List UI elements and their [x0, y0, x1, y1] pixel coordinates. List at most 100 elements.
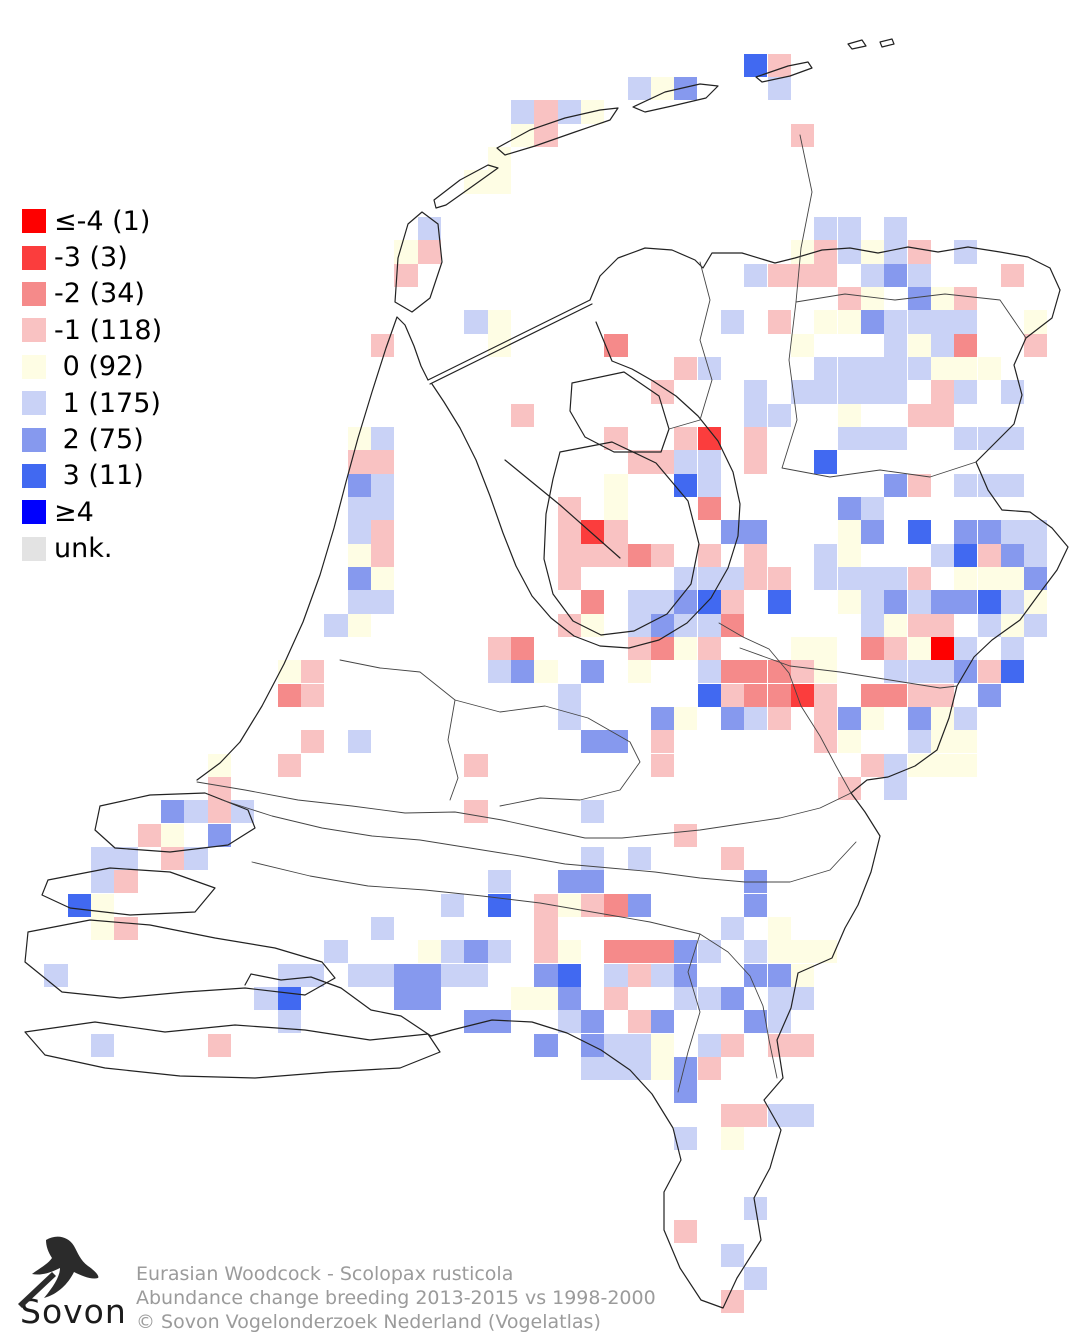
grid-cell: [907, 566, 931, 591]
grid-cell: [884, 776, 908, 801]
grid-cell: [674, 706, 698, 731]
grid-cell: [557, 940, 581, 964]
grid-cell: [907, 753, 931, 777]
grid-cell: [580, 730, 605, 754]
grid-cell: [954, 520, 978, 544]
grid-cell: [790, 333, 815, 357]
grid-cell: [1000, 543, 1025, 567]
grid-cell: [347, 520, 371, 544]
grid-cell: [1024, 543, 1048, 567]
grid-cell: [301, 683, 325, 707]
grid-cell: [860, 240, 885, 264]
grid-cell: [907, 613, 931, 637]
grid-cell: [91, 846, 115, 871]
grid-cell: [370, 333, 395, 357]
grid-cell: [977, 566, 1001, 591]
grid-cell: [907, 706, 931, 731]
grid-cell: [487, 870, 511, 894]
grid-cell: [557, 706, 581, 731]
grid-cell: [744, 963, 768, 987]
grid-cell: [394, 240, 418, 264]
grid-cell: [114, 870, 138, 894]
swallow-icon: [32, 1236, 99, 1298]
grid-cell: [884, 310, 908, 334]
grid-cell: [370, 566, 395, 591]
grid-cell: [814, 683, 838, 707]
grid-cell: [674, 1080, 698, 1104]
grid-cell: [394, 986, 418, 1011]
grid-cell: [697, 660, 721, 684]
grid-cell: [347, 543, 371, 567]
legend-label: ≤-4 (1): [54, 205, 151, 237]
grid-cell: [557, 543, 581, 567]
grid-cell: [954, 660, 978, 684]
grid-cell: [184, 800, 208, 824]
grid-cell: [1024, 613, 1048, 637]
grid-cell: [860, 520, 885, 544]
grid-cell: [837, 543, 861, 567]
grid-cell: [254, 986, 278, 1011]
grid-cell: [790, 380, 815, 404]
grid-cell: [1024, 520, 1048, 544]
grid-cell: [627, 893, 651, 917]
grid-cell: [744, 706, 768, 731]
grid-cell: [627, 846, 651, 871]
grid-cell: [277, 963, 301, 987]
grid-cell: [557, 613, 581, 637]
grid-cell: [650, 77, 675, 101]
grid-cell: [207, 753, 231, 777]
grid-cell: [1024, 590, 1048, 614]
grid-cell: [557, 893, 581, 917]
grid-cell: [977, 356, 1001, 381]
grid-cell: [604, 986, 628, 1011]
grid-cell: [1000, 660, 1025, 684]
grid-cell: [580, 660, 605, 684]
grid-cell: [977, 473, 1001, 497]
grid-cell: [161, 823, 185, 847]
grid-cell: [627, 1010, 651, 1034]
grid-cell: [627, 636, 651, 661]
grid-cell: [884, 566, 908, 591]
grid-cell: [67, 893, 91, 917]
grid-cell: [814, 380, 838, 404]
grid-cell: [790, 636, 815, 661]
grid-cell: [884, 240, 908, 264]
grid-cell: [977, 543, 1001, 567]
grid-cell: [1000, 263, 1025, 287]
grid-cell: [464, 1010, 488, 1034]
grid-cell: [464, 310, 488, 334]
map-caption: Eurasian Woodcock - Scolopax rusticola A…: [136, 1262, 656, 1334]
grid-cell: [790, 660, 815, 684]
grid-cell: [440, 893, 465, 917]
grid-cell: [930, 287, 955, 311]
grid-cell: [347, 613, 371, 637]
grid-cell: [627, 543, 651, 567]
grid-cell: [1000, 520, 1025, 544]
grid-cell: [370, 496, 395, 521]
grid-cell: [650, 636, 675, 661]
grid-cell: [954, 636, 978, 661]
grid-cell: [1000, 566, 1025, 591]
grid-cell: [930, 636, 955, 661]
grid-cell: [557, 870, 581, 894]
grid-cell: [604, 1056, 628, 1081]
grid-cell: [557, 100, 581, 124]
grid-cell: [604, 893, 628, 917]
grid-cell: [231, 800, 255, 824]
grid-cell: [837, 403, 861, 427]
grid-cell: [767, 77, 791, 101]
grid-cell: [137, 823, 161, 847]
legend-label: -3 (3): [54, 242, 128, 274]
grid-cell: [347, 963, 371, 987]
grid-cell: [650, 1056, 675, 1081]
legend-label: 3 (11): [54, 460, 144, 492]
grid-cell: [674, 450, 698, 474]
grid-cell: [954, 426, 978, 451]
grid-cell: [790, 683, 815, 707]
grid-cell: [370, 473, 395, 497]
grid-cell: [954, 333, 978, 357]
grid-cell: [860, 636, 885, 661]
grid-cell: [837, 240, 861, 264]
grid-cell: [860, 356, 885, 381]
